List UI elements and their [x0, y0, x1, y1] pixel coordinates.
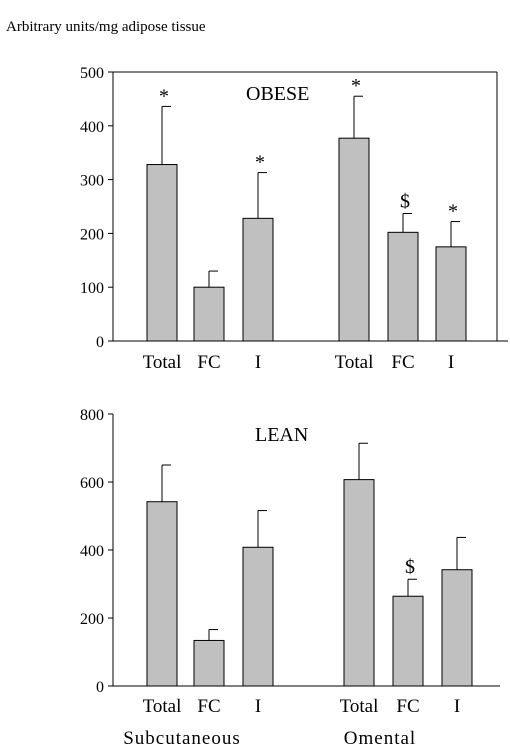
chart-title-lean: LEAN — [255, 424, 308, 446]
bar-lean-2 — [242, 546, 274, 687]
annotation-lean-4: $ — [405, 556, 415, 578]
y-tick-label: 100 — [80, 280, 104, 297]
category-label: FC — [197, 696, 220, 717]
y-tick-label: 400 — [80, 543, 104, 560]
chart-obese: OBESE 0 100 200 300 400 500 * Total FC * I * Total $ FC… — [80, 65, 508, 373]
y-tick-label: 0 — [96, 679, 104, 696]
y-tick-label: 500 — [80, 65, 104, 82]
bar-obese-4 — [387, 231, 419, 342]
chart-title-obese: OBESE — [246, 83, 309, 105]
y-tick-label: 300 — [80, 173, 104, 190]
annotation-obese-5: * — [448, 201, 458, 223]
annotation-obese-3: * — [351, 75, 361, 97]
y-tick-label: 0 — [96, 334, 104, 351]
chart-lean: LEAN 0 200 400 600 800 Total FC I Total $ FC I — [80, 407, 500, 717]
bar-obese-3 — [338, 137, 370, 342]
bar-lean-1 — [193, 639, 225, 687]
y-tick-label: 200 — [80, 226, 104, 243]
group-label-subcutaneous: Subcutaneous — [123, 728, 241, 749]
y-tick-label: 200 — [80, 611, 104, 628]
bar-lean-0 — [146, 501, 178, 687]
annotation-obese-2: * — [255, 152, 265, 174]
category-label: I — [255, 696, 261, 717]
bar-lean-5 — [441, 569, 473, 687]
category-label: Total — [143, 696, 182, 717]
annotation-obese-0: * — [159, 85, 169, 107]
bar-lean-4 — [392, 595, 424, 687]
annotation-obese-4: $ — [400, 190, 410, 212]
category-label: Total — [340, 696, 379, 717]
category-label: FC — [396, 696, 419, 717]
y-axis-label: Arbitrary units/mg adipose tissue — [6, 19, 206, 35]
category-label: Total — [143, 352, 182, 373]
y-tick-label: 800 — [80, 407, 104, 424]
bar-lean-3 — [343, 479, 375, 687]
y-tick-label: 600 — [80, 475, 104, 492]
bar-obese-0 — [146, 164, 178, 342]
bar-obese-2 — [242, 217, 274, 342]
category-label: Total — [335, 352, 374, 373]
group-label-omental: Omental — [344, 728, 416, 749]
bar-obese-5 — [435, 246, 467, 342]
category-label: I — [448, 352, 454, 373]
category-label: I — [454, 696, 460, 717]
y-tick-label: 400 — [80, 119, 104, 136]
category-label: FC — [391, 352, 414, 373]
category-label: I — [255, 352, 261, 373]
category-label: FC — [197, 352, 220, 373]
bar-obese-1 — [193, 286, 225, 342]
